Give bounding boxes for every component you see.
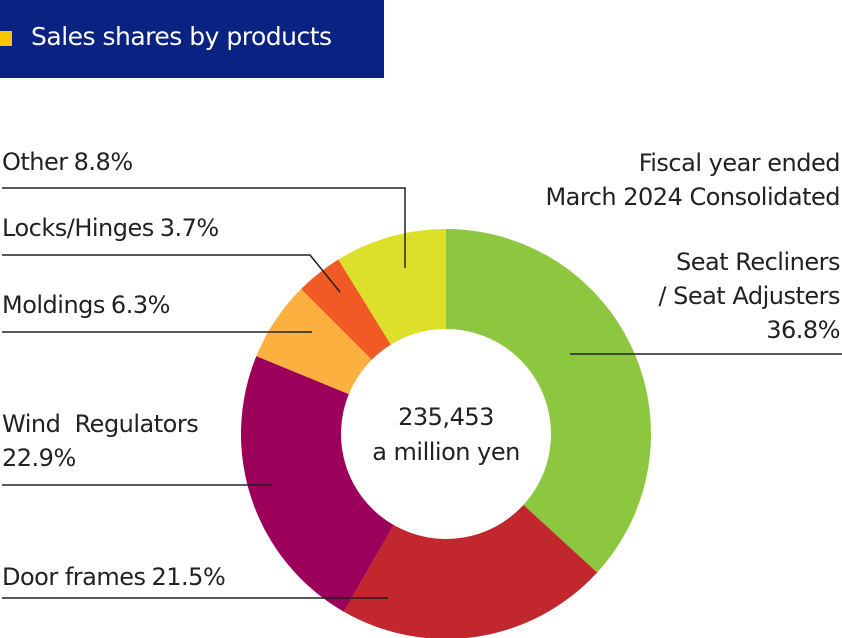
value-label: 6.3% [110, 291, 170, 319]
category-label: Door frames [2, 563, 146, 591]
donut-slice [256, 289, 372, 395]
value-label: 8.8% [73, 148, 133, 176]
slice-label: Other 8.8% [2, 145, 133, 179]
donut-slice [338, 229, 446, 345]
donut-slice [301, 259, 391, 360]
note: Fiscal year ended March 2024 Consolidate… [545, 149, 840, 211]
value-label: 3.7% [159, 214, 219, 242]
slice-label: Locks/Hinges 3.7% [2, 211, 219, 245]
category-label: Moldings [2, 291, 105, 319]
category-label: Wind Regulators [2, 410, 199, 438]
slice-label: Moldings 6.3% [2, 288, 170, 322]
header: Sales shares by products [0, 0, 384, 78]
category-label: Seat Recliners / Seat Adjusters [658, 248, 840, 310]
value-label: 21.5% [151, 563, 226, 591]
category-label: Other [2, 148, 68, 176]
leader-line [2, 254, 341, 293]
title: Sales shares by products [31, 22, 332, 51]
value-label: 22.9% [2, 444, 76, 472]
category-label: Locks/Hinges [2, 214, 154, 242]
slice-label: Seat Recliners / Seat Adjusters 36.8% [658, 245, 840, 347]
slice-label: Door frames 21.5% [2, 560, 226, 594]
donut-slice [343, 504, 598, 638]
center-label: 235,453 [398, 403, 494, 431]
center-label: a million yen [372, 438, 520, 466]
donut-slice [240, 356, 394, 612]
slice-label: Wind Regulators 22.9% [2, 407, 199, 475]
header-marker [0, 31, 12, 46]
leader-line [2, 187, 406, 268]
donut-slice [446, 229, 651, 573]
value-label: 36.8% [766, 316, 840, 344]
